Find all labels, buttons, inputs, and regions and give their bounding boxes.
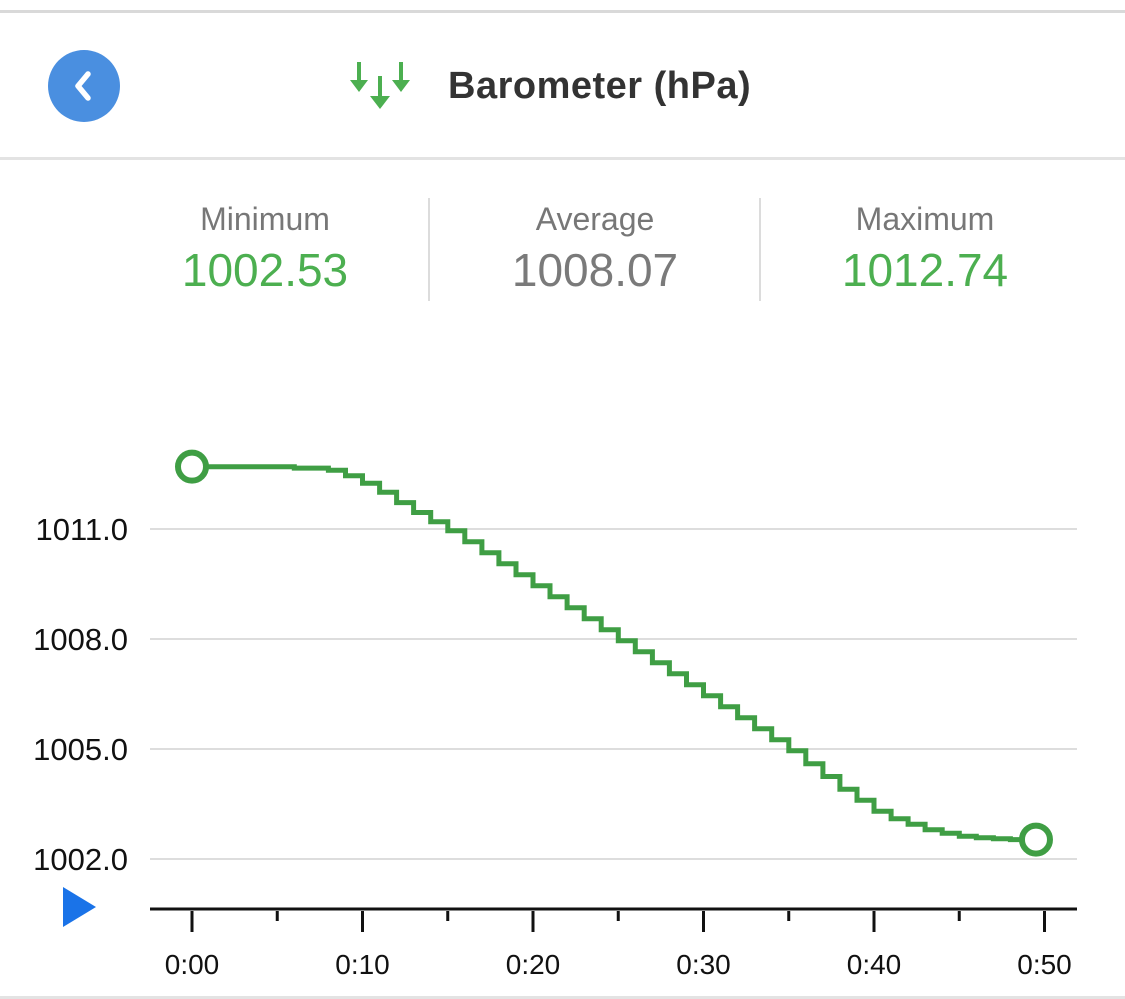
chevron-left-icon	[75, 71, 91, 101]
stat-maximum-label: Maximum	[855, 201, 995, 237]
pressure-down-arrows-icon	[350, 62, 410, 109]
series-end-marker	[1018, 822, 1053, 857]
back-button[interactable]	[48, 50, 120, 122]
series-start-marker	[175, 449, 209, 484]
x-tick-label: 0:40	[847, 949, 902, 980]
top-border	[0, 10, 1125, 13]
stat-average-label: Average	[535, 201, 655, 237]
x-tick-label: 0:10	[335, 949, 390, 980]
y-tick-label: 1005.0	[33, 732, 128, 767]
header-divider	[0, 157, 1125, 160]
header: Barometer (hPa)	[0, 13, 1125, 158]
x-tick-label: 0:00	[165, 949, 220, 980]
stat-maximum: Maximum 1012.74	[760, 190, 1090, 300]
y-tick-label: 1008.0	[33, 622, 128, 657]
stat-minimum: Minimum 1002.53	[100, 190, 430, 300]
x-tick-label: 0:50	[1017, 949, 1072, 980]
series-line	[192, 464, 1036, 843]
stats-summary: Minimum 1002.53 Average 1008.07 Maximum …	[100, 190, 1100, 301]
stat-divider	[759, 198, 761, 301]
stat-minimum-value: 1002.53	[181, 244, 349, 296]
stat-divider	[428, 198, 430, 301]
page-title: Barometer (hPa)	[448, 64, 752, 107]
bottom-border	[0, 996, 1125, 999]
title-row: Barometer (hPa)	[348, 58, 751, 114]
stat-minimum-label: Minimum	[200, 201, 330, 237]
stat-average-value: 1008.07	[511, 244, 679, 296]
stat-maximum-value: 1012.74	[841, 244, 1009, 296]
x-tick-label: 0:30	[676, 949, 731, 980]
play-icon[interactable]	[63, 887, 96, 927]
y-tick-label: 1011.0	[35, 512, 128, 547]
x-tick-label: 0:20	[506, 949, 561, 980]
y-tick-label: 1002.0	[33, 842, 128, 877]
stat-average: Average 1008.07	[430, 190, 760, 300]
